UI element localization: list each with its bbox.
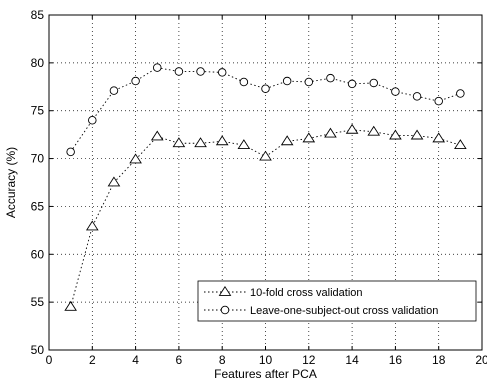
data-point (217, 68, 227, 77)
data-point (131, 76, 140, 86)
data-point (347, 79, 357, 89)
x-tick-label: 6 (176, 353, 183, 367)
data-point (85, 220, 99, 231)
x-tick-label: 4 (132, 353, 139, 367)
data-point (66, 147, 75, 157)
series-leave-one-out (66, 63, 465, 157)
data-point (261, 84, 270, 93)
y-tick-label: 60 (31, 247, 45, 261)
data-point (302, 132, 316, 143)
data-point (326, 73, 335, 83)
data-point (88, 116, 97, 125)
x-tick-label: 18 (432, 353, 446, 367)
x-tick-label: 0 (46, 353, 53, 367)
series-ten-fold (64, 123, 467, 311)
data-point (152, 63, 162, 72)
x-tick-label: 16 (389, 353, 403, 367)
data-point (345, 123, 359, 134)
data-point (107, 176, 121, 187)
data-point (412, 92, 422, 101)
y-axis-title: Accuracy (%) (4, 147, 18, 218)
data-point (304, 77, 314, 87)
data-point (391, 87, 400, 96)
x-axis-tick-labels: 0 2 4 6 8 10 12 14 16 18 20 (46, 353, 487, 367)
data-point (432, 132, 446, 143)
legend-box (197, 280, 477, 322)
data-point (194, 137, 207, 148)
data-point (237, 139, 251, 150)
data-point (369, 78, 379, 88)
x-tick-label: 2 (89, 353, 96, 367)
legend-label: Leave-one-subject-out cross validation (250, 305, 438, 317)
x-tick-label: 20 (475, 353, 487, 367)
data-point (239, 77, 249, 87)
data-point (434, 96, 443, 106)
y-tick-label: 70 (31, 152, 45, 166)
data-point (129, 153, 142, 164)
data-point (410, 129, 424, 140)
data-point (259, 150, 272, 161)
legend-entry: 10-fold cross validation (204, 285, 363, 299)
y-axis-tick-labels: 50 55 60 65 70 75 80 85 (31, 8, 45, 357)
data-point (196, 67, 205, 76)
data-point (109, 86, 119, 95)
data-point (215, 135, 229, 146)
y-tick-label: 80 (31, 56, 45, 70)
legend-marker (220, 305, 230, 315)
y-tick-label: 50 (31, 343, 45, 357)
y-tick-label: 75 (31, 104, 45, 118)
data-point (324, 127, 337, 138)
legend-entry: Leave-one-subject-out cross validation (204, 305, 438, 317)
data-point (282, 76, 292, 86)
axis-ticks (48, 14, 483, 351)
y-tick-label: 65 (31, 199, 45, 213)
y-tick-label: 55 (31, 295, 45, 309)
x-tick-label: 12 (302, 353, 316, 367)
series-layer (64, 63, 467, 311)
x-axis-title: Features after PCA (214, 367, 317, 381)
data-point (64, 300, 77, 311)
data-point (367, 125, 381, 136)
data-point (150, 130, 164, 141)
legend-marker (218, 285, 232, 296)
data-point (172, 137, 186, 148)
x-tick-label: 14 (345, 353, 359, 367)
y-tick-label: 85 (31, 8, 45, 22)
legend-label: 10-fold cross validation (250, 287, 363, 299)
x-tick-label: 10 (259, 353, 273, 367)
data-point (456, 89, 465, 98)
data-point (389, 129, 402, 140)
x-tick-label: 8 (219, 353, 226, 367)
data-point (280, 135, 294, 146)
legend: 10-fold cross validation Leave-one-subjec… (197, 280, 477, 322)
data-point (454, 139, 467, 150)
data-point (174, 67, 184, 76)
